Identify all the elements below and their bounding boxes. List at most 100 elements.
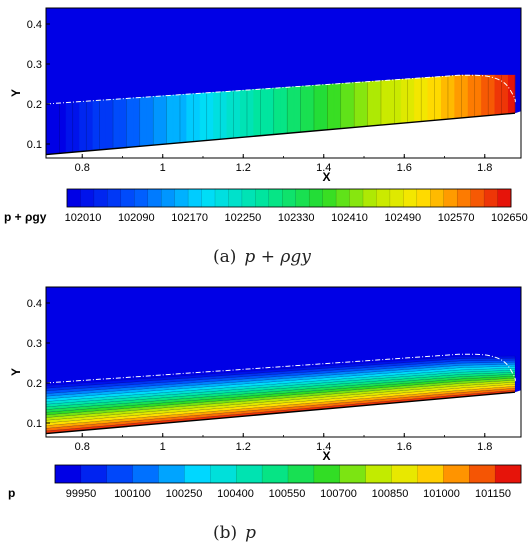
caption-math: p + ρgy xyxy=(244,247,311,267)
colorbar-swatch xyxy=(80,188,95,208)
colorbar-tick-label: 100100 xyxy=(114,488,151,500)
contour-band xyxy=(400,78,409,125)
contour-band xyxy=(474,74,482,118)
contour-band xyxy=(340,82,348,130)
colorbar-swatch xyxy=(456,188,472,208)
contour-band xyxy=(199,92,208,142)
contour-band xyxy=(45,103,53,156)
colorbar-tick-label: 102090 xyxy=(118,212,155,224)
contour-band xyxy=(467,74,476,119)
contour-band xyxy=(233,90,241,139)
colorbar-swatch xyxy=(106,464,134,484)
contour-band xyxy=(454,74,462,120)
colorbar-tick-label: 102250 xyxy=(225,212,262,224)
y-tick-label: 0.4 xyxy=(27,19,42,31)
x-tick-label: 1.6 xyxy=(397,441,412,453)
contour-band xyxy=(146,96,154,147)
contour-band xyxy=(105,99,114,151)
panel-b-contour-plot: 0.8 1 1.2 1.4 1.6 1.8 0.1 0.2 0.3 0.4 X Yp 99950 1001… xyxy=(8,286,522,543)
contour-band xyxy=(52,102,60,155)
caption-prefix: (a) xyxy=(213,247,236,267)
colorbar-swatch xyxy=(391,464,418,484)
colorbar-swatch xyxy=(417,464,444,484)
colorbar-swatch xyxy=(322,188,337,208)
x-tick-label: 1.6 xyxy=(397,162,412,174)
colorbar-tick-label: 102410 xyxy=(331,212,368,224)
colorbar-swatch xyxy=(160,188,176,208)
figure-caption: (a) p + ρgy xyxy=(213,247,311,267)
x-tick-label: 1.8 xyxy=(477,162,492,174)
colorbar-tick-label: 100700 xyxy=(320,488,357,500)
y-tick-label: 0.1 xyxy=(27,139,42,151)
contour-band xyxy=(373,80,382,127)
contour-band xyxy=(507,74,516,115)
contour-band xyxy=(45,387,516,432)
contour-band xyxy=(159,95,167,146)
caption-prefix: (b) xyxy=(213,523,237,543)
contour-band xyxy=(273,87,281,136)
contour-band xyxy=(45,355,516,389)
contour-band xyxy=(407,78,415,124)
contour-band xyxy=(306,85,315,133)
colorbar-swatch xyxy=(469,464,496,484)
x-tick-label: 1.4 xyxy=(316,162,331,174)
colorbar-swatch xyxy=(313,464,341,484)
contour-band xyxy=(333,83,342,130)
contour-band xyxy=(119,98,127,149)
contour-band xyxy=(280,86,288,135)
contour-band xyxy=(85,100,94,152)
colorbar-swatch xyxy=(132,464,160,484)
contour-band xyxy=(246,89,254,138)
colorbar-label: p xyxy=(8,486,15,500)
colorbar-swatch xyxy=(295,188,310,208)
colorbar-swatch xyxy=(416,188,431,208)
bed-line xyxy=(45,112,516,156)
contour-band xyxy=(172,94,181,145)
colorbar-tick-label: 100550 xyxy=(269,488,306,500)
contour-band xyxy=(213,91,221,141)
figure-caption: (b) p xyxy=(213,523,256,543)
contour-band xyxy=(126,97,134,149)
colorbar-swatch xyxy=(80,464,108,484)
contour-band xyxy=(219,91,228,141)
contour-band xyxy=(226,90,234,140)
y-axis-label: Y xyxy=(9,368,23,376)
x-tick-label: 1 xyxy=(160,441,166,453)
colorbar-tick-label: 101000 xyxy=(423,488,460,500)
contour-band xyxy=(380,79,388,126)
colorbar-swatch xyxy=(147,188,162,208)
colorbar-swatch xyxy=(184,464,211,484)
bed-line xyxy=(45,391,516,435)
colorbar-swatch xyxy=(174,188,189,208)
colorbar-swatch xyxy=(389,188,404,208)
contour-band xyxy=(186,93,194,144)
colorbar-tick-label: 101150 xyxy=(475,488,511,500)
colorbar-swatch xyxy=(308,188,324,208)
colorbar-swatch xyxy=(362,188,377,208)
colorbar-swatch xyxy=(443,464,470,484)
contour-band xyxy=(494,74,502,116)
contour-band xyxy=(206,92,214,142)
panel-a-contour-plot: 0.8 1 1.2 1.4 1.6 1.8 0.1 0.2 0.3 0.4 X Yp + ρgy 102… xyxy=(4,7,528,267)
contour-band xyxy=(360,81,368,128)
colorbar-tick-label: 99950 xyxy=(66,488,97,500)
colorbar-swatch xyxy=(376,188,391,208)
x-axis-label: X xyxy=(322,170,330,184)
colorbar-swatch xyxy=(66,188,81,208)
colorbar-swatch xyxy=(158,464,185,484)
colorbar-swatch xyxy=(287,464,315,484)
contour-band xyxy=(434,76,442,122)
colorbar-swatch xyxy=(210,464,237,484)
solid-bed-region xyxy=(46,111,521,158)
colorbar-swatch xyxy=(107,188,122,208)
caption-math: p xyxy=(245,523,256,543)
colorbar-swatch xyxy=(335,188,351,208)
colorbar-tick-label: 100400 xyxy=(217,488,254,500)
y-tick-label: 0.2 xyxy=(27,99,42,111)
colorbar-swatch xyxy=(339,464,367,484)
contour-band xyxy=(92,99,100,152)
y-tick-label: 0.4 xyxy=(27,298,42,310)
colorbar-tick-label: 102570 xyxy=(438,212,475,224)
contour-band xyxy=(132,97,141,148)
contour-band xyxy=(501,74,509,116)
